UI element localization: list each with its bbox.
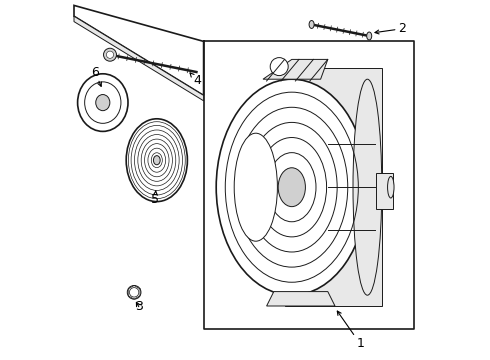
Polygon shape	[74, 16, 204, 101]
Ellipse shape	[96, 95, 110, 111]
Ellipse shape	[127, 285, 141, 299]
Text: 2: 2	[375, 22, 406, 35]
Polygon shape	[263, 59, 328, 79]
Ellipse shape	[367, 32, 372, 40]
Polygon shape	[74, 5, 204, 95]
Polygon shape	[376, 173, 392, 209]
Polygon shape	[285, 68, 382, 306]
Text: 1: 1	[337, 311, 364, 350]
Circle shape	[103, 48, 117, 61]
Ellipse shape	[77, 74, 128, 131]
Ellipse shape	[309, 21, 314, 28]
Ellipse shape	[216, 79, 368, 295]
Circle shape	[270, 58, 288, 76]
Circle shape	[129, 288, 139, 297]
Ellipse shape	[153, 156, 160, 165]
Ellipse shape	[353, 79, 382, 295]
Ellipse shape	[234, 133, 277, 241]
Text: 5: 5	[151, 190, 159, 206]
Circle shape	[106, 51, 114, 58]
Ellipse shape	[388, 176, 394, 198]
Text: 6: 6	[91, 66, 101, 86]
Ellipse shape	[126, 119, 187, 202]
Ellipse shape	[278, 168, 305, 207]
Polygon shape	[267, 292, 335, 306]
Text: 3: 3	[135, 300, 143, 313]
Text: 4: 4	[190, 73, 201, 87]
